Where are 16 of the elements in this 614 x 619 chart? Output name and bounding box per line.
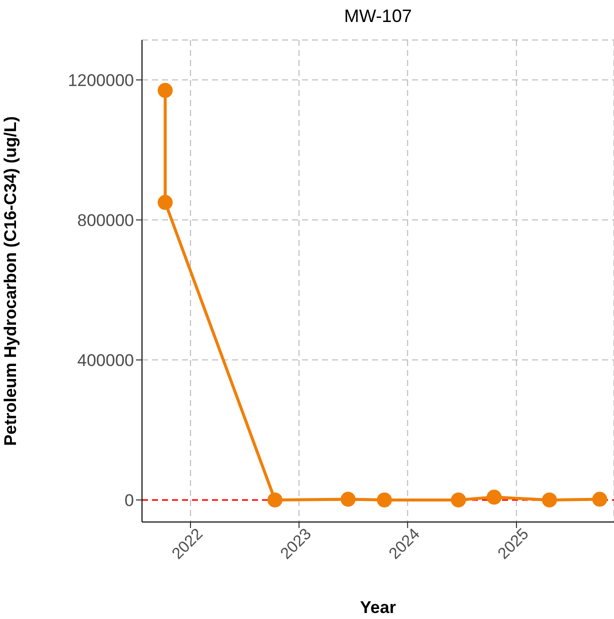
point (267, 492, 282, 508)
point (592, 492, 608, 507)
y-tick-label: 1200000 (68, 70, 134, 90)
chart-title: MW-107 (343, 6, 413, 27)
point (158, 82, 173, 98)
point (158, 194, 173, 210)
point (486, 490, 502, 505)
point (376, 492, 392, 508)
y-axis-title: Petroleum Hydrocarbon (C16-C34) (ug/L) (1, 116, 20, 446)
y-tick-label: 800000 (77, 210, 134, 230)
x-axis-title: Year (360, 598, 396, 617)
point (450, 492, 466, 508)
y-tick-label: 400000 (77, 350, 134, 370)
point (340, 492, 356, 507)
y-tick-label: 0 (124, 490, 134, 510)
point (542, 492, 557, 508)
